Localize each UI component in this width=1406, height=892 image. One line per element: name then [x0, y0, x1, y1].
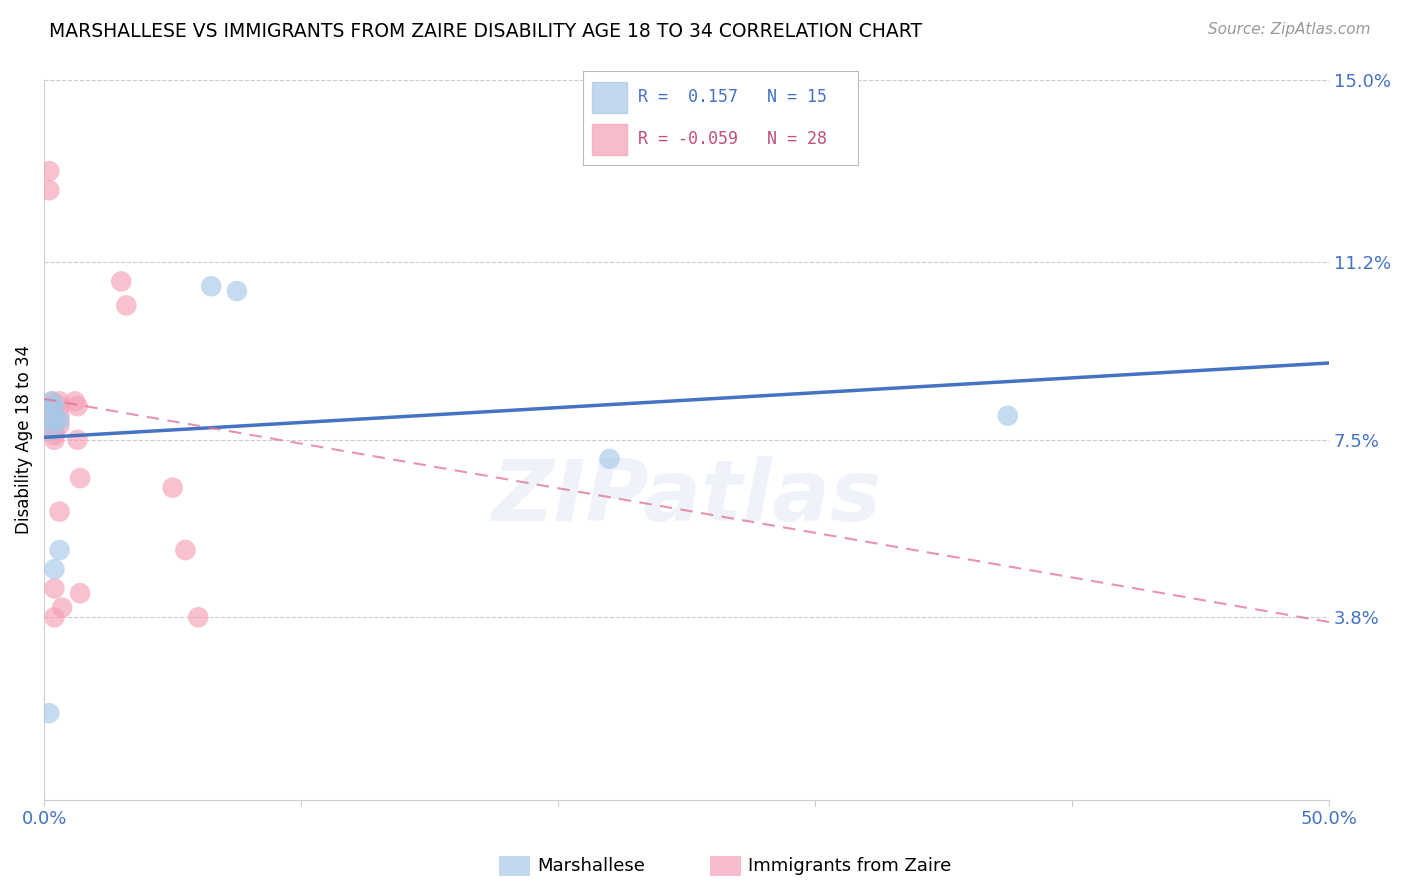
Point: [38, 183, 60, 197]
Point: [997, 409, 1019, 423]
Point: [162, 481, 184, 495]
Text: N = 28: N = 28: [768, 130, 827, 148]
Point: [44, 610, 66, 624]
Point: [110, 275, 132, 289]
Text: Immigrants from Zaire: Immigrants from Zaire: [748, 857, 952, 875]
Point: [48, 543, 70, 558]
Point: [41, 423, 63, 437]
Point: [225, 284, 247, 298]
Point: [41, 394, 63, 409]
Point: [41, 409, 63, 423]
Point: [41, 404, 63, 418]
Point: [69, 471, 91, 485]
Point: [44, 399, 66, 413]
Point: [38, 706, 60, 721]
Point: [44, 433, 66, 447]
Point: [41, 394, 63, 409]
Point: [48, 409, 70, 423]
Point: [46, 413, 69, 427]
Point: [66, 433, 89, 447]
Point: [48, 394, 70, 409]
Point: [44, 409, 66, 423]
Text: MARSHALLESE VS IMMIGRANTS FROM ZAIRE DISABILITY AGE 18 TO 34 CORRELATION CHART: MARSHALLESE VS IMMIGRANTS FROM ZAIRE DIS…: [49, 22, 922, 41]
Point: [44, 582, 66, 596]
Point: [115, 298, 138, 312]
Point: [48, 418, 70, 433]
Point: [44, 428, 66, 442]
Point: [44, 562, 66, 576]
Y-axis label: Disability Age 18 to 34: Disability Age 18 to 34: [15, 345, 32, 534]
Point: [48, 413, 70, 427]
Bar: [592, 124, 627, 154]
Point: [44, 423, 66, 437]
Point: [69, 586, 91, 600]
Bar: [592, 82, 627, 112]
Point: [51, 600, 73, 615]
Point: [41, 413, 63, 427]
Point: [187, 610, 209, 624]
Point: [48, 505, 70, 519]
Point: [41, 399, 63, 413]
Point: [63, 394, 86, 409]
Point: [66, 399, 89, 413]
Text: Source: ZipAtlas.com: Source: ZipAtlas.com: [1208, 22, 1371, 37]
Point: [200, 279, 222, 293]
Point: [41, 418, 63, 433]
Text: Marshallese: Marshallese: [537, 857, 645, 875]
Text: R =  0.157: R = 0.157: [638, 88, 738, 106]
Point: [598, 452, 620, 467]
Point: [48, 399, 70, 413]
Point: [174, 543, 197, 558]
Point: [41, 399, 63, 413]
Text: ZIPatlas: ZIPatlas: [492, 456, 882, 539]
Point: [38, 164, 60, 178]
Text: R = -0.059: R = -0.059: [638, 130, 738, 148]
Text: N = 15: N = 15: [768, 88, 827, 106]
